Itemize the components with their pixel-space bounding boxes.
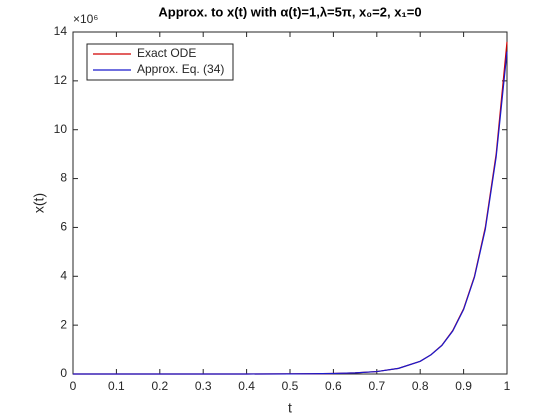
legend-box [86,43,234,81]
y-tick-label: 6 [60,220,67,234]
x-axis-label: t [288,400,292,416]
x-tick-label: 0.3 [195,379,212,393]
y-tick-label: 2 [60,317,67,331]
y-tick-label: 8 [60,171,67,185]
y-tick-label: 0 [60,366,67,380]
x-tick-label: 0.2 [151,379,168,393]
legend-label: Approx. Eq. (34) [137,62,224,76]
x-tick-label: 0.5 [282,379,299,393]
y-tick-label: 12 [54,73,68,87]
y-exponent: ×10⁶ [73,12,98,26]
chart-title: Approx. to x(t) with α(t)=1,λ=5π, x₀=2, … [158,4,421,19]
x-tick-label: 0 [70,379,77,393]
y-tick-label: 4 [60,268,67,282]
x-tick-label: 0.1 [108,379,125,393]
x-tick-label: 0.6 [325,379,342,393]
line-series [73,51,508,375]
legend-label: Exact ODE [137,46,196,60]
x-tick-label: 0.9 [455,379,472,393]
y-tick-label: 10 [54,122,68,136]
y-axis-label: x(t) [31,193,47,213]
x-tick-label: 0.7 [368,379,385,393]
x-tick-label: 0.4 [238,379,255,393]
x-tick-label: 0.8 [412,379,429,393]
x-tick-label: 1 [504,379,511,393]
y-tick-label: 14 [54,24,68,38]
